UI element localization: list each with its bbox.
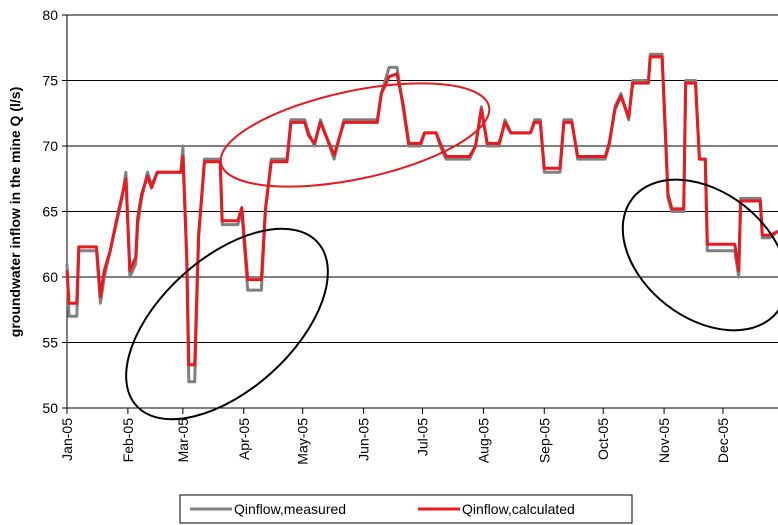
legend-label: Qinflow,measured — [234, 501, 346, 517]
y-tick-label: 65 — [42, 204, 58, 220]
y-axis-label: groundwater inflow in the mine Q (l/s) — [7, 87, 23, 337]
y-tick-label: 80 — [42, 7, 58, 23]
annotation-ellipse — [219, 82, 491, 188]
x-tick-label: Nov-05 — [656, 418, 672, 463]
x-tick-label: Jun-05 — [356, 418, 372, 461]
data-line — [65, 55, 778, 367]
annotation-ellipse — [125, 227, 329, 421]
y-tick-label: 75 — [42, 73, 58, 89]
annotation-ellipse — [621, 178, 778, 332]
legend-label: Qinflow,calculated — [462, 501, 575, 517]
x-tick-label: Apr-05 — [236, 418, 252, 460]
x-tick-label: Jul-05 — [415, 418, 431, 456]
legend — [179, 494, 633, 524]
plot-area: 50 55 60 65 70 75 80 Jan-05 Feb-05 Mar-05 Apr-05 Ma… — [42, 7, 778, 465]
y-tick-label: 70 — [42, 138, 58, 154]
x-tick-label: Aug-05 — [475, 418, 491, 463]
x-tick-label: Mar-05 — [175, 418, 191, 463]
x-tick-label: Feb-05 — [120, 418, 136, 463]
y-tick-label: 55 — [42, 335, 58, 351]
x-tick-label: Dec-05 — [715, 418, 731, 463]
y-tick-label: 60 — [42, 269, 58, 285]
x-tick-label: Jan-05 — [59, 418, 75, 461]
x-tick-label: Oct-05 — [595, 418, 611, 460]
x-tick-label: May-05 — [295, 418, 311, 465]
legend-items: Qinflow,measured Qinflow,calculated — [190, 501, 575, 517]
y-tick-label: 50 — [42, 400, 58, 416]
data-line — [65, 52, 778, 384]
x-tick-label: Sep-05 — [536, 418, 552, 463]
